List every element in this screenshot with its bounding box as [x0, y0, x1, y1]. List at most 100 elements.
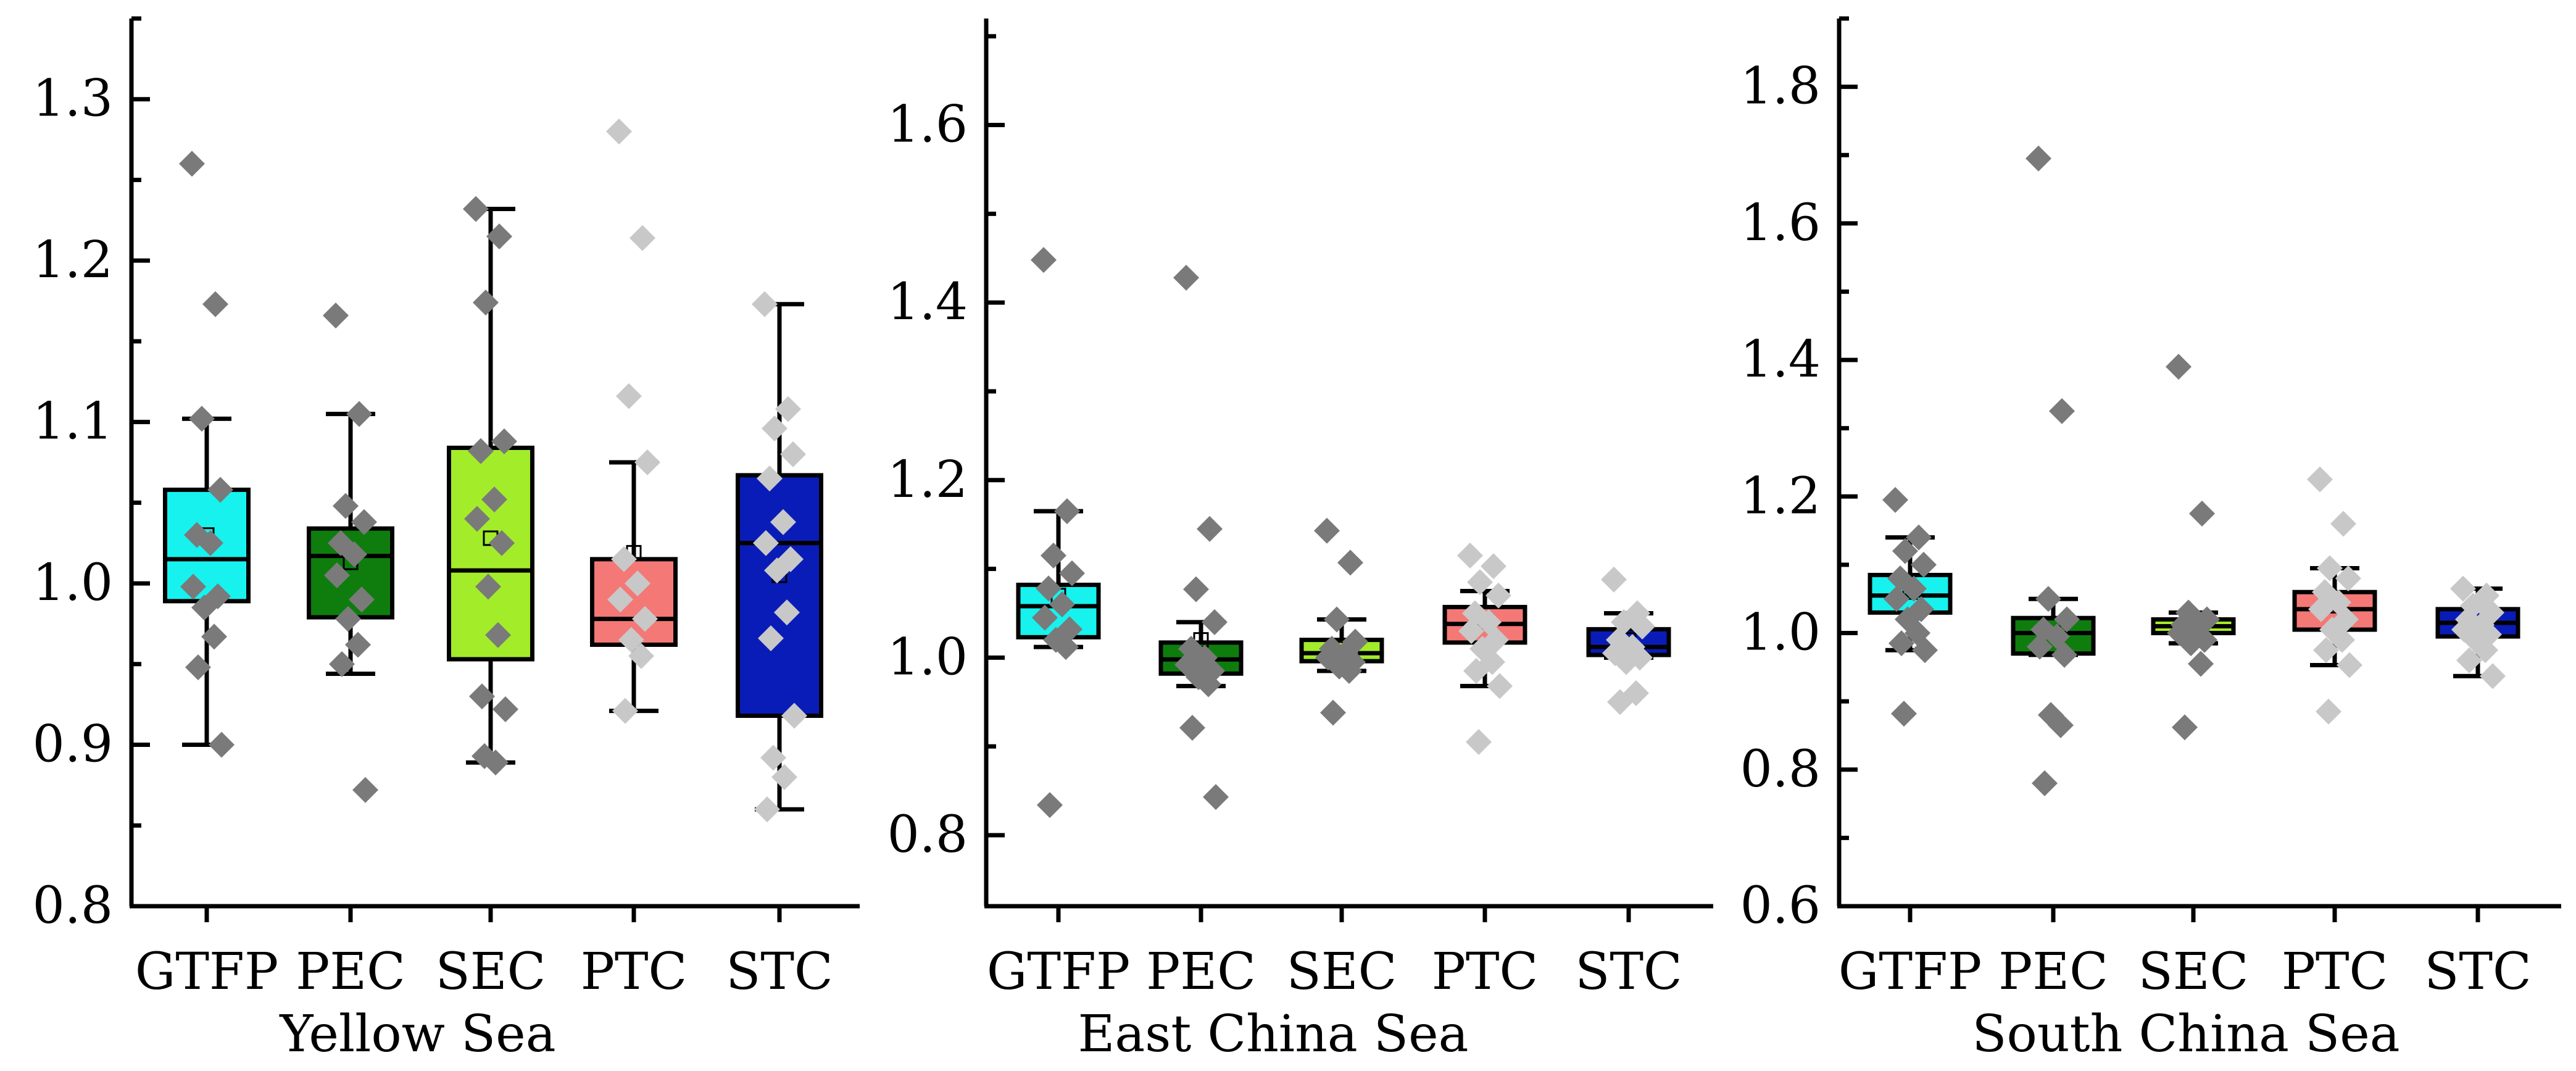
data-point — [486, 223, 512, 249]
data-point — [1320, 699, 1346, 726]
data-point — [2166, 354, 2192, 380]
y-tick-label: 1.0 — [33, 554, 113, 612]
data-point — [485, 622, 511, 648]
y-tick-label: 0.8 — [1740, 740, 1821, 799]
x-tick-label: GTFP — [1839, 943, 1982, 1001]
data-point — [2469, 612, 2495, 638]
data-point — [1041, 542, 1066, 569]
y-tick-label: 1.2 — [33, 231, 113, 290]
data-point — [2329, 627, 2355, 653]
data-point — [491, 428, 517, 455]
y-tick-label: 1.2 — [887, 451, 968, 509]
data-point — [464, 506, 490, 532]
box-stc — [736, 291, 823, 823]
x-tick-label: STC — [2424, 943, 2532, 1001]
data-point — [1463, 657, 1489, 684]
data-point — [201, 623, 227, 650]
box-gtfp — [1016, 247, 1101, 819]
data-point — [2316, 698, 2341, 725]
data-point — [2032, 770, 2058, 796]
iqr-box — [736, 473, 823, 718]
data-point — [179, 151, 205, 177]
x-tick-label: PEC — [1146, 943, 1256, 1001]
data-point — [753, 530, 779, 556]
data-point — [1059, 560, 1085, 586]
x-axis-title: South China Sea — [1972, 1005, 2399, 1064]
y-tick-label: 1.0 — [1740, 604, 1821, 662]
box-gtfp — [1868, 486, 1953, 727]
data-point — [2048, 712, 2074, 738]
data-point — [2188, 651, 2214, 677]
data-point — [770, 509, 796, 535]
data-point — [2035, 586, 2061, 612]
data-point — [463, 196, 489, 222]
data-point — [1337, 549, 1363, 576]
data-point — [1203, 784, 1229, 811]
data-point — [629, 225, 655, 251]
data-point — [1911, 551, 1937, 578]
y-tick-label: 0.6 — [1740, 877, 1821, 935]
x-tick-label: PEC — [1998, 943, 2108, 1001]
panel-yellow-sea: 0.8 0.9 1.0 1.1 1.2 1.3 GTFP PEC SEC PTC STC Yell… — [33, 16, 860, 1064]
data-point — [191, 594, 217, 621]
data-point — [606, 119, 632, 145]
data-point — [1888, 630, 1914, 657]
data-point — [2178, 630, 2204, 657]
data-point — [197, 530, 223, 556]
data-point — [185, 654, 211, 681]
data-point — [2307, 466, 2333, 493]
box-stc — [2435, 575, 2520, 690]
box-sec — [447, 196, 534, 776]
data-point — [1197, 515, 1223, 542]
data-point — [2337, 652, 2362, 678]
data-point — [1195, 671, 1221, 698]
box-pec — [307, 302, 394, 803]
data-point — [1336, 657, 1362, 684]
data-point — [2313, 637, 2339, 664]
y-tick-label: 1.0 — [887, 628, 968, 686]
data-point — [209, 731, 235, 758]
data-point — [346, 401, 372, 427]
data-point — [1036, 575, 1062, 602]
data-point — [1202, 609, 1228, 635]
x-tick-label: PTC — [581, 943, 688, 1001]
data-point — [1613, 649, 1639, 675]
data-point — [468, 438, 494, 464]
data-point — [618, 627, 644, 653]
box-ptc — [1442, 542, 1527, 755]
panel-east-china-sea: 0.8 1.0 1.2 1.4 1.6 GTFP PEC SEC PTC STC East Ch… — [887, 19, 1713, 1064]
x-tick-label: STC — [726, 943, 833, 1001]
data-point — [2480, 663, 2506, 690]
data-point — [2335, 565, 2361, 592]
data-point — [757, 465, 783, 492]
data-point — [616, 383, 642, 409]
data-point — [349, 586, 375, 613]
data-point — [781, 702, 807, 729]
y-tick-label: 1.4 — [1740, 330, 1821, 389]
y-tick-label: 0.9 — [33, 715, 113, 774]
data-point — [2172, 714, 2198, 741]
box-pec — [1158, 264, 1244, 811]
data-point — [1892, 538, 1918, 564]
data-point — [764, 557, 790, 584]
box-gtfp — [163, 151, 251, 758]
data-point — [202, 291, 228, 317]
data-point — [628, 643, 654, 669]
data-point — [1324, 606, 1350, 633]
y-tick-label: 0.8 — [33, 877, 113, 935]
data-point — [352, 777, 378, 803]
data-point — [1607, 689, 1633, 715]
data-point — [1912, 637, 1938, 664]
data-point — [774, 599, 800, 626]
data-point — [481, 486, 507, 513]
data-point — [333, 493, 359, 519]
x-tick-label: SEC — [436, 943, 546, 1001]
y-tick-label: 1.1 — [33, 393, 113, 451]
data-point — [2456, 647, 2482, 673]
y-tick-label: 1.3 — [33, 70, 113, 128]
data-point — [473, 290, 499, 316]
data-point — [1467, 569, 1493, 596]
data-point — [1183, 576, 1209, 602]
y-tick-label: 1.4 — [887, 273, 968, 331]
